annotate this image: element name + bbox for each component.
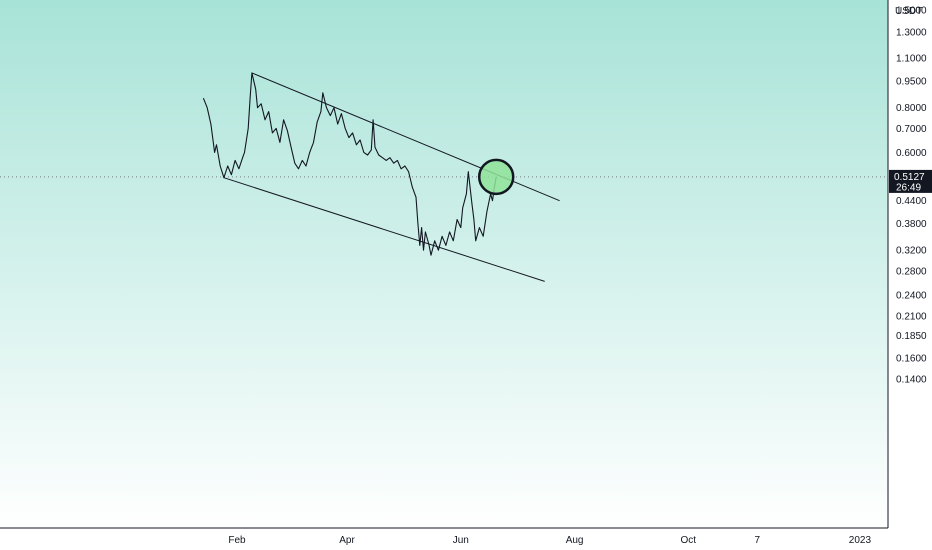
x-axis-ticks: Feb Apr Jun Aug Oct 7 2023 bbox=[228, 535, 871, 546]
y-tick-label: 0.4400 bbox=[896, 196, 927, 207]
y-tick-label: 1.3000 bbox=[896, 28, 927, 39]
last-price-badge-bg bbox=[889, 169, 932, 193]
y-axis-ticks: 2.00001.70001.50001.30001.10000.95000.80… bbox=[896, 5, 927, 385]
y-tick-label: 0.6000 bbox=[896, 148, 927, 159]
last-price-value: 0.5127 bbox=[894, 172, 925, 183]
x-tick-label: 2023 bbox=[849, 535, 872, 546]
currency-label: USDT bbox=[895, 6, 922, 17]
y-tick-label: 1.5000 bbox=[896, 5, 927, 16]
breakout-highlight-circle[interactable] bbox=[477, 158, 515, 196]
y-tick-label: 0.2800 bbox=[896, 267, 927, 278]
bar-countdown: 26:49 bbox=[896, 182, 921, 193]
y-tick-label: 0.2100 bbox=[896, 311, 927, 322]
y-tick-label: 0.3800 bbox=[896, 219, 927, 230]
y-axis-panel[interactable] bbox=[888, 0, 932, 550]
channel-line-lower[interactable] bbox=[223, 177, 545, 282]
x-axis-panel[interactable] bbox=[0, 528, 888, 550]
x-tick-label: Apr bbox=[339, 535, 355, 546]
x-tick-label: 7 bbox=[755, 535, 761, 546]
x-tick-label: Aug bbox=[566, 535, 584, 546]
y-tick-label: 0.1600 bbox=[896, 354, 927, 365]
price-line[interactable] bbox=[202, 72, 497, 256]
y-tick-label: 1.1000 bbox=[896, 54, 927, 65]
y-tick-label: 0.9500 bbox=[896, 76, 927, 87]
x-tick-label: Oct bbox=[681, 535, 697, 546]
x-tick-label: Feb bbox=[228, 535, 246, 546]
y-tick-label: 0.8000 bbox=[896, 103, 927, 114]
y-tick-label: 0.1400 bbox=[896, 374, 927, 385]
y-tick-label: 0.3200 bbox=[896, 246, 927, 257]
last-price-badge: 0.5127 26:49 bbox=[889, 169, 932, 193]
y-tick-label: 0.2400 bbox=[896, 291, 927, 302]
y-tick-label: 0.7000 bbox=[896, 124, 927, 135]
y-tick-label: 0.1850 bbox=[896, 331, 927, 342]
plot-area-background bbox=[0, 0, 888, 528]
x-tick-label: Jun bbox=[453, 535, 469, 546]
